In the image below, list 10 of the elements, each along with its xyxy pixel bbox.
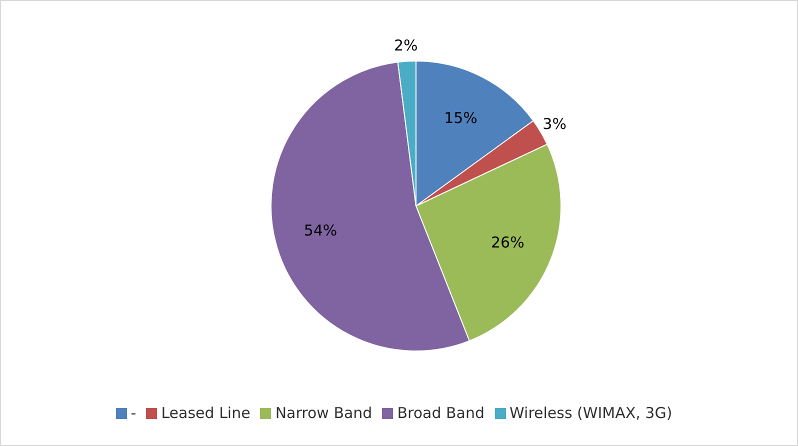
legend-label: Leased Line bbox=[161, 404, 250, 422]
data-label: 54% bbox=[304, 222, 338, 240]
data-label: 3% bbox=[542, 115, 566, 134]
legend-label: Narrow Band bbox=[275, 404, 372, 422]
data-label: 26% bbox=[491, 233, 524, 252]
data-label: 15% bbox=[444, 109, 478, 128]
data-label: 2% bbox=[394, 36, 418, 54]
legend-label: Broad Band bbox=[397, 404, 485, 422]
legend-label: - bbox=[130, 404, 136, 422]
legend-label: Wireless (WIMAX, 3G) bbox=[510, 404, 672, 422]
